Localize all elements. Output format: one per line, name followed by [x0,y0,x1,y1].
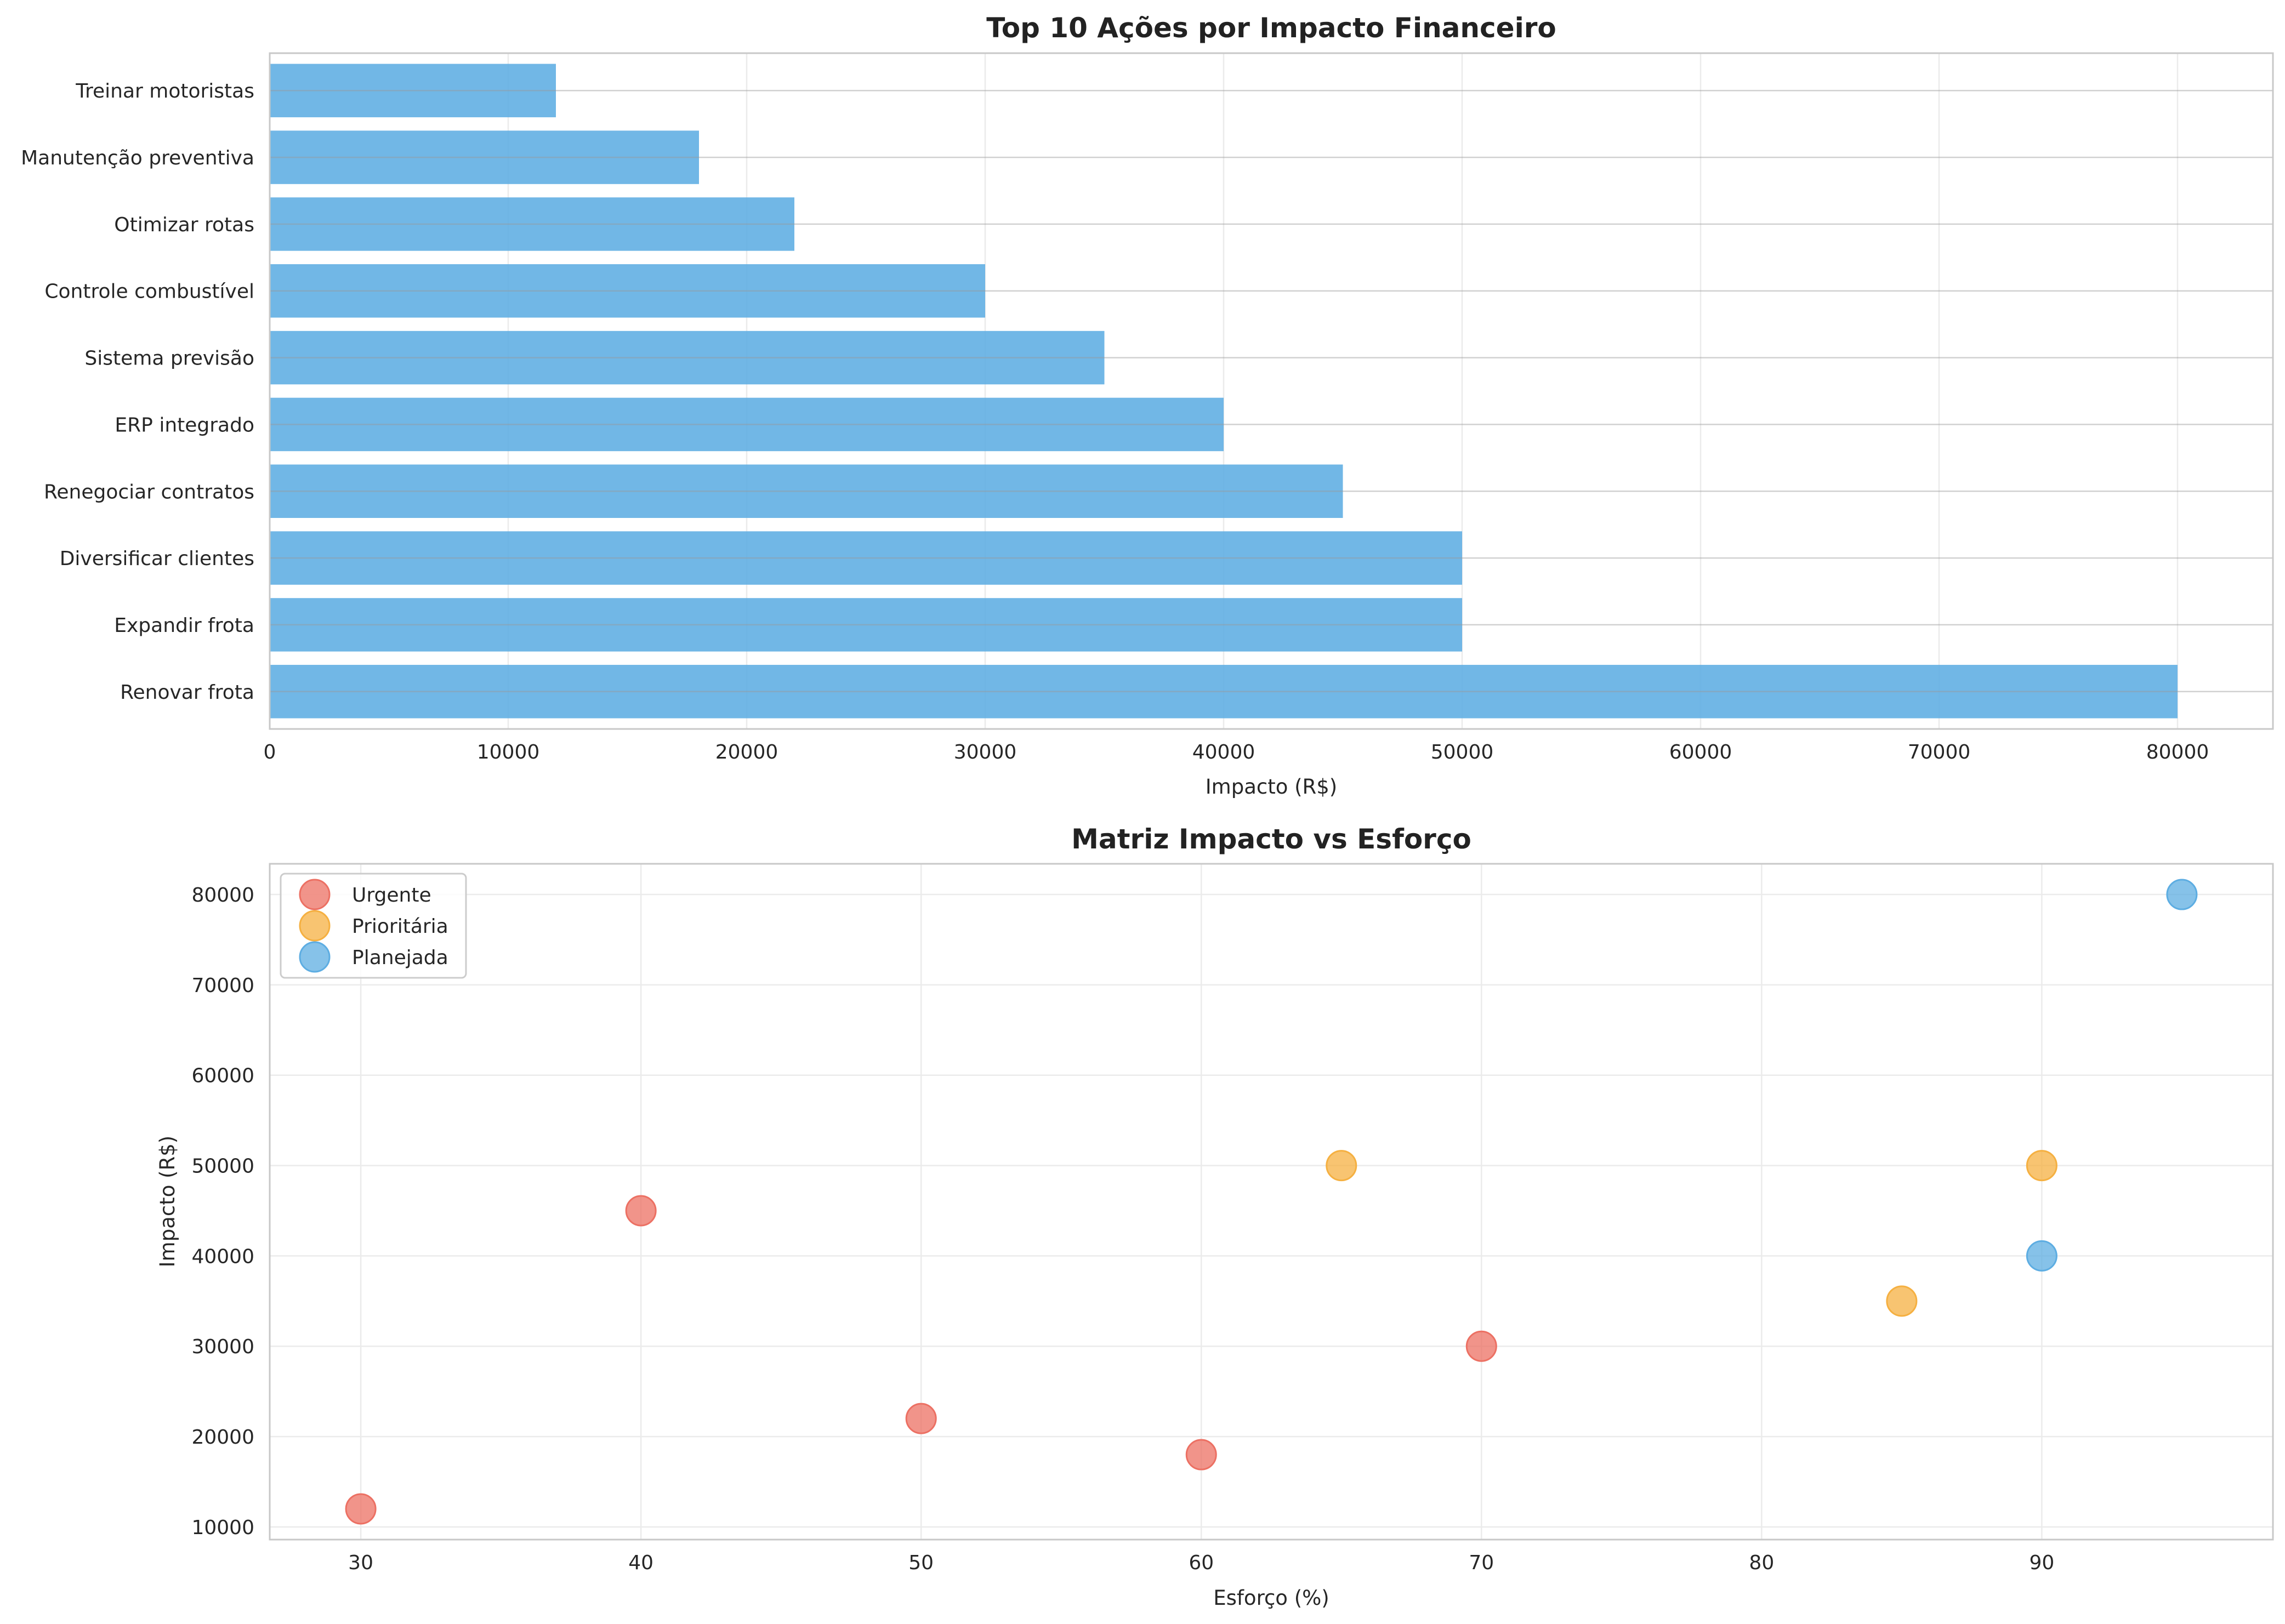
bar [270,64,556,117]
legend-label: Planejada [352,947,448,969]
bar-chart-category-labels: Renovar frota Expandir frota Diversificar … [21,80,254,704]
bar-chart-x-tick-label: 20000 [715,741,778,763]
scatter-x-tick-label: 90 [2029,1552,2054,1574]
scatter-point [1185,1439,1217,1471]
bar-chart-x-tick-label: 30000 [954,741,1017,763]
bar [270,197,794,251]
scatter-x-tick-label: 70 [1469,1552,1494,1574]
bar-chart-x-tick-label: 70000 [1908,741,1971,763]
bar-chart: Top 10 Ações por Impacto Financeiro Reno… [21,12,2274,799]
scatter-point [1326,1150,1357,1182]
bar-category-label: Renovar frota [120,681,254,704]
bar [270,531,1462,585]
bar-category-label: Sistema previsão [84,347,254,370]
scatter-point [1886,1285,1918,1317]
bar-chart-frame [269,52,2274,730]
scatter-chart: Matriz Impacto vs Esforço 30 40 50 60 70 80 90… [156,823,2274,1610]
bar-category-label: ERP integrado [115,414,254,436]
bar-category-label: Manutenção preventiva [21,147,254,169]
scatter-point [345,1493,377,1525]
bar-chart-title: Top 10 Ações por Impacto Financeiro [986,12,1556,44]
scatter-point [625,1195,657,1227]
scatter-chart-x-label: Esforço (%) [1213,1586,1329,1610]
bar [270,464,1343,518]
legend-label: Urgente [352,884,431,907]
bar-category-label: Expandir frota [114,614,254,637]
bar [270,130,699,184]
scatter-y-tick-label: 50000 [191,1155,254,1178]
scatter-chart-grid [270,864,2273,1540]
legend-marker [299,910,331,942]
scatter-chart-points [345,879,2198,1525]
bar-chart-x-tick-label: 50000 [1431,741,1494,763]
scatter-chart-x-ticks: 30 40 50 60 70 80 90 [348,1552,2054,1574]
bar [270,665,2178,719]
bar-category-label: Treinar motoristas [75,80,254,102]
scatter-y-tick-label: 30000 [191,1336,254,1358]
legend-marker [299,879,331,910]
bar-chart-x-ticks: 0 10000 20000 30000 40000 50000 60000 70000 8000… [264,741,2209,763]
bar-chart-x-tick-label: 60000 [1669,741,1732,763]
scatter-chart-frame [269,863,2274,1541]
bar [270,264,985,318]
scatter-y-tick-label: 60000 [191,1065,254,1087]
scatter-x-tick-label: 30 [348,1552,373,1574]
bar-category-label: Diversificar clientes [60,548,254,570]
scatter-y-tick-label: 40000 [191,1245,254,1268]
scatter-y-tick-label: 20000 [191,1426,254,1449]
bar-chart-x-tick-label: 10000 [477,741,540,763]
bar-chart-x-label: Impacto (R$) [1206,775,1337,799]
legend-label: Prioritária [352,915,448,938]
scatter-x-tick-label: 40 [628,1552,653,1574]
bar [270,598,1462,652]
scatter-chart-y-label: Impacto (R$) [156,1136,179,1267]
scatter-x-tick-label: 50 [908,1552,934,1574]
bar-chart-x-tick-label: 0 [264,741,276,763]
scatter-chart-title: Matriz Impacto vs Esforço [1071,823,1471,855]
bar-chart-bars [270,64,2273,719]
scatter-x-tick-label: 60 [1189,1552,1214,1574]
bar [270,331,1105,385]
scatter-point [1465,1330,1497,1362]
scatter-point [2026,1150,2057,1182]
scatter-chart-legend: Urgente Prioritária Planejada [280,873,467,979]
scatter-chart-y-ticks: 10000 20000 30000 40000 50000 60000 70000 80000 [191,884,254,1539]
scatter-y-tick-label: 70000 [191,975,254,997]
scatter-point [2166,879,2198,910]
scatter-x-tick-label: 80 [1749,1552,1774,1574]
legend-marker [299,941,331,973]
bar-chart-x-tick-label: 80000 [2146,741,2209,763]
bar-category-label: Controle combustível [44,281,254,303]
scatter-y-tick-label: 10000 [191,1517,254,1539]
scatter-point [905,1403,937,1434]
scatter-y-tick-label: 80000 [191,884,254,907]
bar-category-label: Renegociar contratos [44,481,254,503]
scatter-point [2026,1240,2057,1272]
bar [270,397,1224,452]
bar-category-label: Otimizar rotas [114,214,254,236]
bar-chart-x-tick-label: 40000 [1192,741,1255,763]
